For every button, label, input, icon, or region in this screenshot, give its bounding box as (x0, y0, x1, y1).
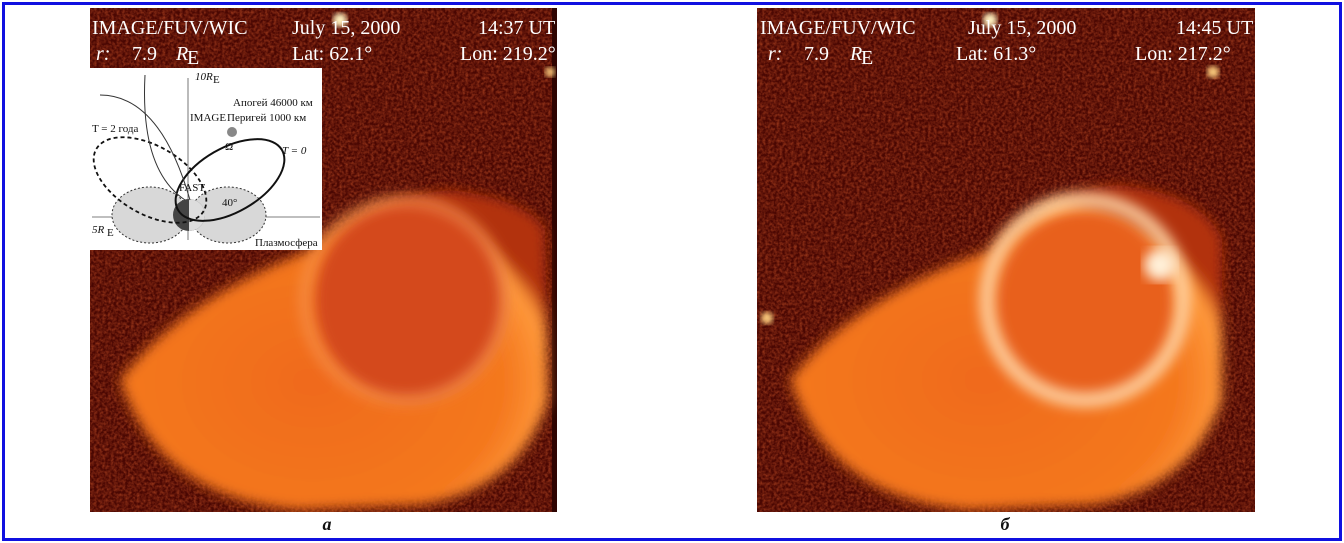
distance-far: 10R (195, 71, 213, 83)
r-label: r: (96, 43, 110, 65)
orbit-diagram (79, 68, 322, 250)
fast: FAST (179, 182, 205, 194)
panel-b (757, 8, 1255, 512)
perigee: Перигей 1000 км (227, 112, 306, 124)
r-sub: E (861, 47, 873, 69)
instrument: IMAGE/FUV/WIC (760, 17, 916, 39)
apogee: Апогей 46000 км (233, 97, 313, 109)
distance-near: 5R (92, 224, 105, 236)
distance-far-sub: E (213, 74, 220, 86)
r-label: r: (768, 43, 782, 65)
r-value: 7.9 (804, 43, 829, 65)
time: 14:37 UT (478, 17, 555, 39)
lat: Lat: 61.3° (956, 43, 1036, 65)
period: T = 2 года (92, 123, 138, 135)
lat: Lat: 62.1° (292, 43, 372, 65)
distance-near-sub: E (107, 227, 114, 239)
r-sub: E (187, 47, 199, 69)
omega: Ω (225, 141, 233, 153)
caption: а (323, 514, 332, 534)
angle: 40° (222, 197, 237, 209)
instrument: IMAGE/FUV/WIC (92, 17, 248, 39)
date: July 15, 2000 (292, 17, 400, 39)
figure: IMAGE/FUV/WIC July 15, 2000 14:37 UT r: … (0, 0, 1344, 543)
time: 14:45 UT (1176, 17, 1253, 39)
caption: б (1001, 514, 1011, 534)
t-zero: T = 0 (282, 145, 307, 157)
satellite: IMAGE (190, 112, 226, 124)
date: July 15, 2000 (968, 17, 1076, 39)
lon: Lon: 219.2° (460, 43, 556, 65)
lon: Lon: 217.2° (1135, 43, 1231, 65)
plasmasphere: Плазмосфера (255, 237, 318, 249)
r-value: 7.9 (132, 43, 157, 65)
